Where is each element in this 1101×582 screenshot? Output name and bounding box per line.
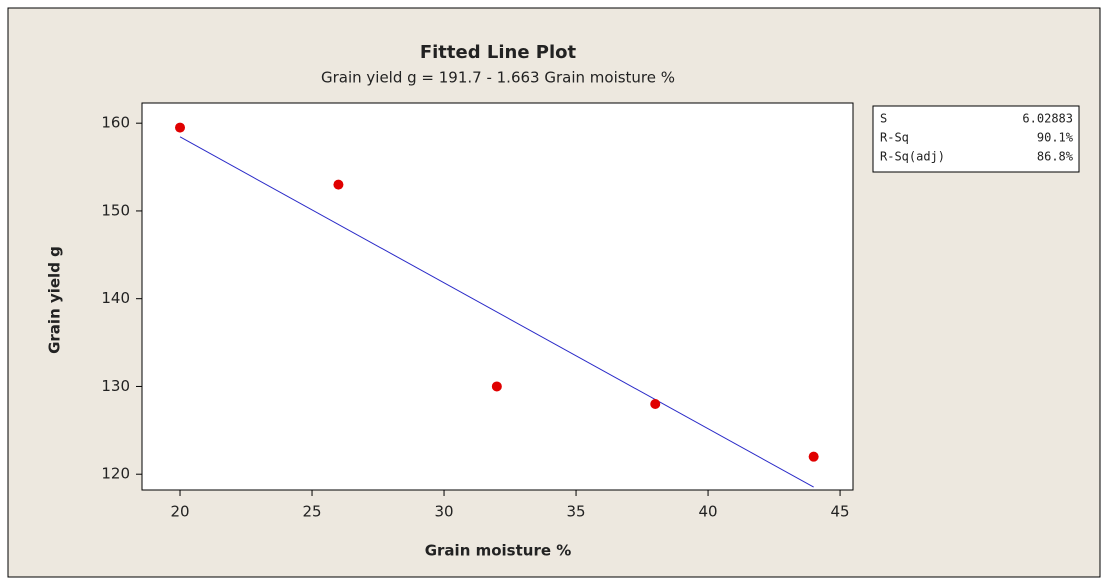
point bbox=[175, 122, 186, 133]
fit-line bbox=[179, 136, 814, 488]
y-tick-label: 160 bbox=[101, 114, 130, 132]
x-tick-label: 30 bbox=[434, 503, 453, 521]
stats-box bbox=[872, 105, 1080, 173]
x-tick-label: 45 bbox=[831, 503, 850, 521]
stat-label: S bbox=[880, 112, 887, 126]
point bbox=[650, 399, 661, 409]
x-tick-label: 35 bbox=[566, 503, 585, 521]
y-tick-label: 130 bbox=[101, 377, 130, 395]
point bbox=[808, 451, 819, 462]
chart-title: Fitted Line Plot bbox=[420, 42, 577, 63]
x-tick-label: 40 bbox=[699, 503, 718, 521]
y-tick-label: 140 bbox=[101, 289, 130, 307]
stat-label: R-Sq bbox=[880, 131, 909, 145]
plot-area bbox=[141, 102, 854, 491]
x-tick-label: 20 bbox=[170, 503, 189, 521]
x-tick-label: 25 bbox=[302, 503, 321, 521]
point bbox=[333, 179, 344, 190]
y-axis-label: Grain yield g bbox=[46, 246, 64, 354]
stat-label: R-Sq(adj) bbox=[880, 150, 945, 164]
stat-value: 86.8% bbox=[1037, 150, 1074, 164]
x-axis-label: Grain moisture % bbox=[425, 542, 572, 560]
y-tick-label: 150 bbox=[101, 201, 130, 219]
stat-value: 6.02883 bbox=[1022, 112, 1073, 126]
stat-value: 90.1% bbox=[1037, 131, 1074, 145]
y-tick-label: 120 bbox=[101, 465, 130, 483]
point bbox=[491, 381, 502, 392]
subtitle: Grain yield g = 191.7 - 1.663 Grain mois… bbox=[321, 69, 675, 87]
